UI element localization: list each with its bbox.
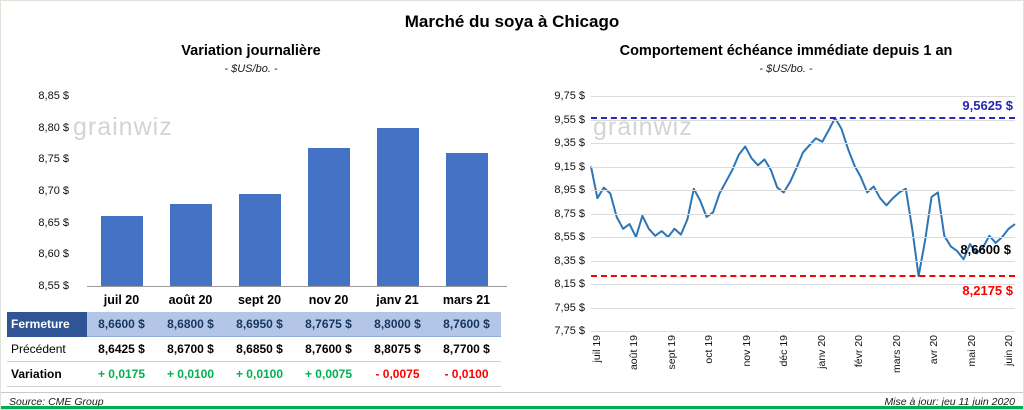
line-x-tick-label: août 19 bbox=[628, 335, 641, 371]
line-gridline bbox=[591, 237, 1015, 238]
bar-y-tick-label: 8,80 $ bbox=[38, 121, 69, 134]
category-label: janv 21 bbox=[376, 293, 419, 307]
category-label: mars 21 bbox=[442, 293, 491, 307]
source-caption: Source: CME Group bbox=[9, 396, 104, 408]
high-dashed-line bbox=[591, 117, 1015, 120]
line-gridline bbox=[591, 331, 1015, 332]
low-value-label: 8,2175 $ bbox=[962, 283, 1013, 299]
precedent-value: 8,6425 $ bbox=[87, 337, 156, 362]
line-x-tick-label: sept 19 bbox=[665, 335, 678, 370]
line-gridline bbox=[591, 96, 1015, 97]
line-gridline bbox=[591, 119, 1015, 121]
category-label: août 20 bbox=[168, 293, 213, 307]
precedent-value: 8,8075 $ bbox=[363, 337, 432, 362]
bar-y-tick-label: 8,75 $ bbox=[38, 153, 69, 166]
bar-y-tick-label: 8,55 $ bbox=[38, 280, 69, 292]
row-label-fermeture: Fermeture bbox=[7, 312, 87, 337]
bar bbox=[376, 127, 419, 286]
bar-axis-line bbox=[87, 286, 507, 287]
precedent-value: 8,7700 $ bbox=[432, 337, 501, 362]
line-gridline bbox=[591, 190, 1015, 191]
line-y-tick-label: 9,35 $ bbox=[554, 137, 585, 149]
line-x-tick-label: juil 19 bbox=[591, 335, 603, 363]
variation-value: - 0,0075 bbox=[363, 362, 432, 387]
bar-y-tick-label: 8,85 $ bbox=[38, 90, 69, 102]
price-line bbox=[590, 117, 1016, 278]
precedent-value: 8,6850 $ bbox=[225, 337, 294, 362]
line-y-tick-label: 8,35 $ bbox=[554, 254, 585, 267]
bar-y-tick-label: 8,70 $ bbox=[38, 185, 69, 197]
grainwiz-watermark: grainwiz bbox=[73, 113, 173, 141]
bar-y-tick-label: 8,65 $ bbox=[38, 216, 69, 229]
line-gridline bbox=[591, 213, 1015, 215]
line-chart-title: Comportement échéance immédiate depuis 1… bbox=[619, 43, 953, 59]
fermeture-value: 8,7600 $ bbox=[432, 312, 501, 337]
line-x-tick-label: oct 19 bbox=[703, 335, 716, 364]
fermeture-value: 8,6800 $ bbox=[156, 312, 225, 337]
low-dashed-line bbox=[591, 275, 1015, 278]
variation-value: + 0,0175 bbox=[87, 362, 156, 387]
precedent-value: 8,6700 $ bbox=[156, 337, 225, 362]
category-label: nov 20 bbox=[308, 293, 349, 307]
line-y-tick-label: 7,75 $ bbox=[554, 325, 585, 337]
category-label: juil 20 bbox=[103, 293, 140, 307]
fermeture-value: 8,7675 $ bbox=[294, 312, 363, 337]
line-y-tick-label: 9,15 $ bbox=[554, 160, 585, 173]
line-x-tick-label: janv 20 bbox=[815, 335, 828, 369]
line-gridline bbox=[591, 260, 1015, 262]
fermeture-value: 8,6950 $ bbox=[225, 312, 294, 337]
bar bbox=[307, 148, 350, 286]
fermeture-value: 8,8000 $ bbox=[363, 312, 432, 337]
variation-value: + 0,0100 bbox=[225, 362, 294, 387]
variation-value: + 0,0100 bbox=[156, 362, 225, 387]
line-x-tick-label: avr 20 bbox=[928, 335, 941, 365]
bar bbox=[445, 153, 488, 286]
line-x-tick-label: déc 19 bbox=[778, 335, 791, 367]
line-x-tick-label: mars 20 bbox=[890, 335, 903, 373]
last-value-label: 8,6600 $ bbox=[960, 242, 1011, 258]
quotes-table: juil 20 août 20 sept 20 nov 20 janv 21 mars 2… bbox=[7, 290, 501, 387]
line-chart-subtitle: - $US/bo. - bbox=[759, 63, 813, 75]
variation-value: - 0,0100 bbox=[432, 362, 501, 387]
line-gridline bbox=[591, 166, 1015, 168]
row-label-variation: Variation bbox=[7, 362, 87, 387]
bar-chart-title: Variation journalière bbox=[181, 43, 321, 59]
line-x-tick-label: févr 20 bbox=[853, 335, 866, 368]
footer-divider bbox=[1, 392, 1023, 393]
bar-y-tick-label: 8,60 $ bbox=[38, 248, 69, 261]
high-value-label: 9,5625 $ bbox=[962, 98, 1013, 114]
bar bbox=[169, 203, 212, 286]
line-y-tick-label: 8,15 $ bbox=[554, 278, 585, 290]
line-y-tick-label: 7,95 $ bbox=[554, 301, 585, 314]
row-label-precedent: Précédent bbox=[7, 337, 87, 362]
fermeture-value: 8,6600 $ bbox=[87, 312, 156, 337]
line-y-tick-label: 8,75 $ bbox=[554, 207, 585, 220]
line-gridline bbox=[591, 284, 1015, 285]
line-x-tick-label: nov 19 bbox=[740, 335, 753, 367]
line-x-tick-label: juin 20 bbox=[1003, 335, 1015, 366]
bar-chart-subtitle: - $US/bo. - bbox=[224, 63, 278, 75]
bar bbox=[238, 194, 281, 286]
line-y-tick-label: 8,55 $ bbox=[554, 231, 585, 243]
updated-caption: Mise à jour: jeu 11 juin 2020 bbox=[884, 396, 1015, 408]
variation-value: + 0,0075 bbox=[294, 362, 363, 387]
line-y-tick-label: 8,95 $ bbox=[554, 184, 585, 196]
precedent-value: 8,7600 $ bbox=[294, 337, 363, 362]
category-label: sept 20 bbox=[237, 293, 282, 307]
line-x-tick-label: mai 20 bbox=[965, 335, 978, 367]
bar bbox=[100, 216, 143, 286]
line-gridline bbox=[591, 143, 1015, 144]
bottom-accent-bar bbox=[1, 406, 1023, 409]
price-line-chart bbox=[590, 117, 1016, 278]
line-y-tick-label: 9,55 $ bbox=[554, 113, 585, 126]
line-y-tick-label: 9,75 $ bbox=[554, 90, 585, 102]
table-corner bbox=[7, 290, 87, 312]
line-gridline bbox=[591, 307, 1015, 309]
page-title: Marché du soya à Chicago bbox=[404, 12, 620, 31]
